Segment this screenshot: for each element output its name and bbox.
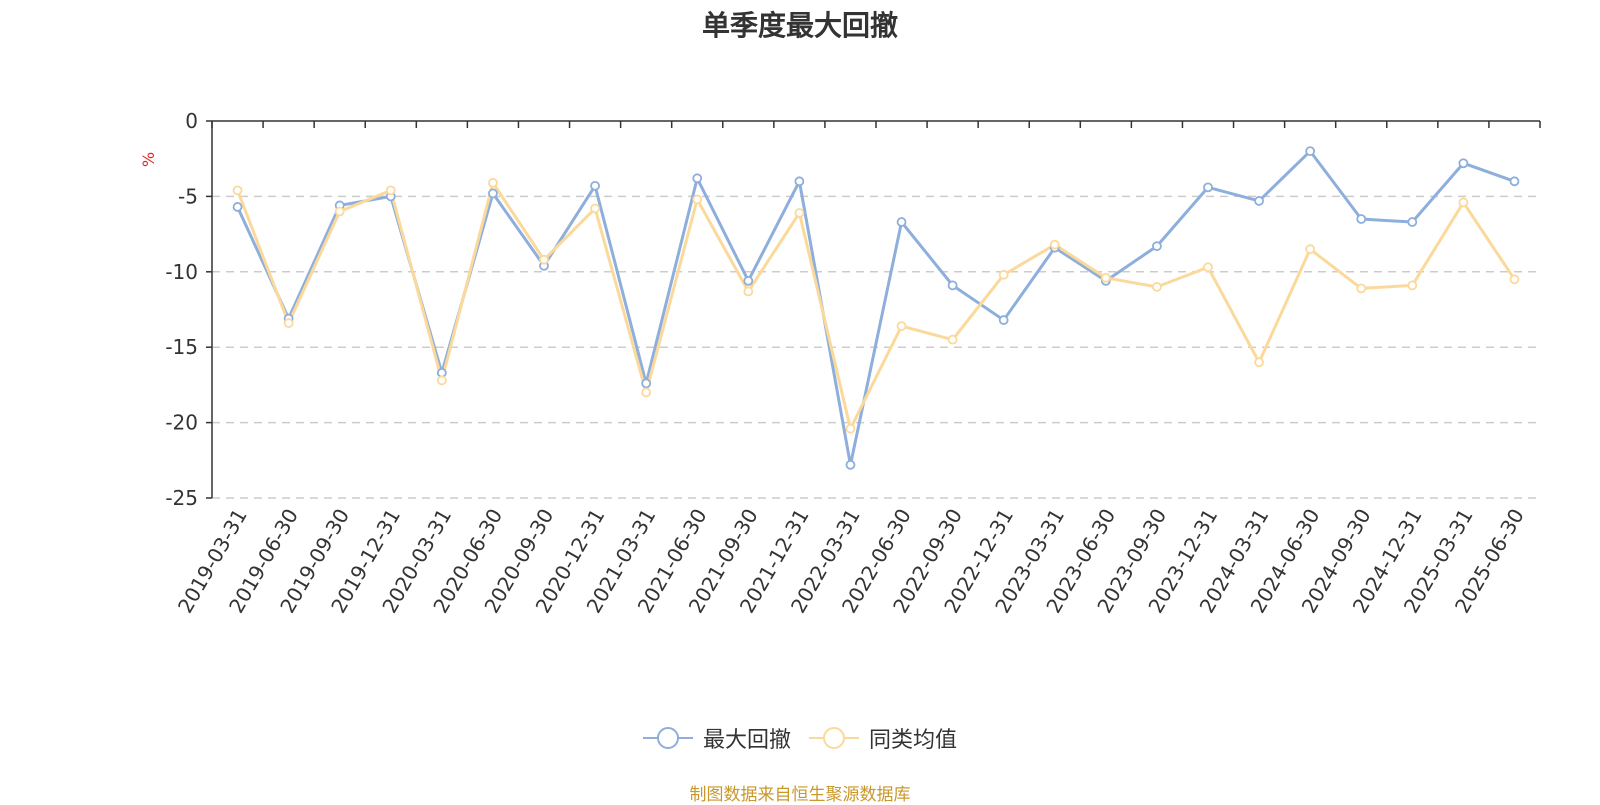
y-tick-label: -5 [178,184,198,208]
data-point-max-drawdown [641,378,652,389]
data-point-peer-average [1254,357,1264,368]
data-point-max-drawdown [998,315,1009,325]
data-point-peer-average [845,423,856,434]
data-point-peer-average [896,321,907,331]
data-point-peer-average [590,203,600,214]
data-point-max-drawdown [1254,196,1264,206]
y-tick-label: -15 [165,335,198,359]
series-line-max-drawdown [236,149,1515,467]
data-point-max-drawdown [1356,214,1367,224]
legend-marker-max-drawdown [642,727,693,749]
data-point-max-drawdown [692,173,703,184]
data-point-peer-average [1100,272,1111,283]
data-point-peer-average [385,185,396,196]
data-point-max-drawdown [896,217,907,227]
data-point-peer-average [436,375,447,386]
data-point-peer-average [1305,244,1316,255]
axes [206,120,1541,499]
data-point-peer-average [232,185,243,196]
legend-marker-peer-average [809,727,859,749]
data-point-peer-average [334,206,345,217]
data-point-max-drawdown [1509,176,1520,187]
data-point-peer-average [1356,283,1367,294]
data-point-peer-average [794,208,805,218]
data-point-max-drawdown [488,188,498,199]
data-point-peer-average [1407,280,1418,291]
data-point-max-drawdown [794,176,805,187]
data-point-max-drawdown [1305,146,1316,157]
data-point-peer-average [1458,197,1469,208]
y-tick-label: -20 [165,411,198,435]
data-point-peer-average [641,387,652,398]
data-point-max-drawdown [743,275,754,286]
data-point-peer-average [1509,274,1520,285]
data-point-peer-average [488,177,498,188]
y-tick-label: 0 [185,109,198,133]
data-point-max-drawdown [590,180,600,191]
chart-title: 单季度最大回撤 [701,9,898,42]
legend-label-max-drawdown: 最大回撤 [702,728,791,753]
data-point-peer-average [1049,239,1060,250]
data-point-peer-average [1203,262,1213,273]
data-point-peer-average [283,318,294,328]
data-point-peer-average [947,334,958,345]
legend: 最大回撤 同类均值 [0,722,1600,754]
data-point-max-drawdown [845,459,856,470]
tick-labels: 0-5-10-15-20-252019-03-312019-06-302019-… [165,109,1528,617]
y-tick-label: -25 [165,486,198,510]
legend-item-max-drawdown[interactable]: 最大回撤 [642,722,791,754]
legend-label-peer-average: 同类均值 [869,728,958,753]
series-lines [232,146,1520,470]
data-point-peer-average [743,286,754,297]
data-source-note: 制图数据来自恒生聚源数据库 [689,785,911,805]
legend-item-peer-average[interactable]: 同类均值 [809,722,957,754]
series-line-peer-average [236,181,1516,431]
data-point-max-drawdown [232,202,243,212]
data-point-peer-average [998,269,1009,280]
data-point-max-drawdown [1458,158,1469,169]
data-point-max-drawdown [1407,217,1418,227]
data-point-max-drawdown [1203,182,1213,193]
data-point-peer-average [1152,281,1162,292]
data-point-max-drawdown [947,280,958,291]
data-point-peer-average [539,254,549,265]
data-point-peer-average [692,194,703,205]
data-point-max-drawdown [1152,241,1162,252]
y-tick-label: -10 [165,260,198,284]
